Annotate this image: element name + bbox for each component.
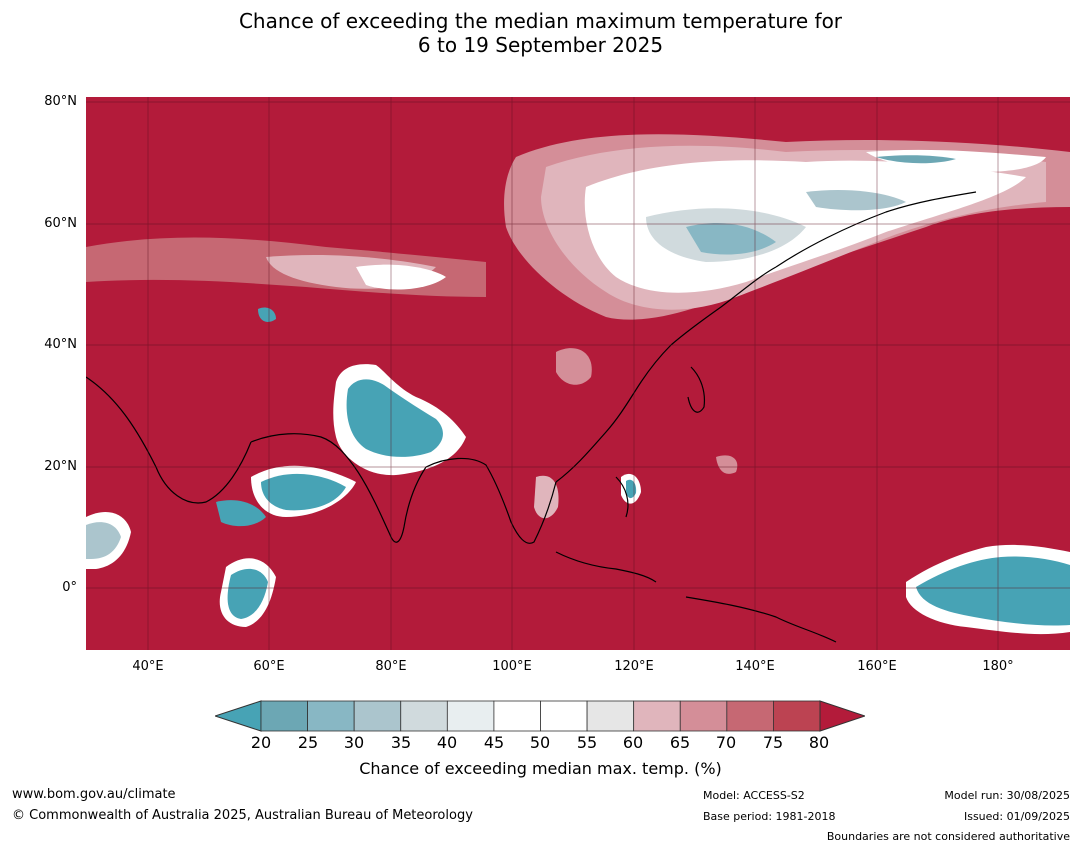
colorbar-cell — [726, 700, 774, 732]
colorbar-cell — [679, 700, 728, 732]
colorbar-low-extend — [215, 700, 262, 732]
colorbar-cell — [260, 700, 308, 732]
footer-issued: Issued: 01/09/2025 — [963, 810, 1070, 823]
lat-label-60n: 60°N — [44, 216, 77, 231]
siberia-region — [504, 134, 1070, 320]
lon-label-160e: 160°E — [857, 659, 897, 674]
footer-copyright: © Commonwealth of Australia 2025, Austra… — [12, 808, 473, 823]
colorbar-cells — [260, 700, 821, 732]
colorbar-tick: 60 — [622, 733, 644, 752]
lon-label-180: 180° — [982, 659, 1014, 674]
footer-disclaimer: Boundaries are not considered authoritat… — [826, 830, 1070, 843]
colorbar-cell — [400, 700, 448, 732]
footer-model: Model: ACCESS-S2 — [703, 789, 805, 802]
colorbar-label: Chance of exceeding median max. temp. (%… — [359, 759, 722, 778]
footer-base-period: Base period: 1981-2018 — [703, 810, 836, 823]
lat-label-40n: 40°N — [44, 337, 77, 352]
colorbar — [215, 700, 865, 732]
colorbar-cell — [307, 700, 355, 732]
colorbar-cell — [540, 700, 588, 732]
colorbar-tick: 20 — [250, 733, 272, 752]
colorbar-tick: 30 — [343, 733, 365, 752]
colorbar-tick: 65 — [669, 733, 691, 752]
chart-title-line1: Chance of exceeding the median maximum t… — [238, 9, 843, 33]
colorbar-cell — [446, 700, 495, 732]
pacific-region — [906, 544, 1070, 635]
colorbar-cell — [773, 700, 821, 732]
lon-label-80e: 80°E — [375, 659, 407, 674]
graticule — [86, 97, 1070, 650]
minor-features — [86, 348, 738, 569]
colorbar-cell — [353, 700, 402, 732]
lat-label-80n: 80°N — [44, 94, 77, 109]
lon-label-40e: 40°E — [132, 659, 164, 674]
lon-label-140e: 140°E — [735, 659, 775, 674]
colorbar-tick: 25 — [297, 733, 319, 752]
lon-label-120e: 120°E — [614, 659, 654, 674]
colorbar-cell — [586, 700, 635, 732]
colorbar-high-extend — [819, 700, 865, 732]
colorbar-tick: 50 — [529, 733, 551, 752]
colorbar-tick: 55 — [576, 733, 598, 752]
chart-title-line2: 6 to 19 September 2025 — [417, 33, 664, 57]
colorbar-tick: 40 — [436, 733, 458, 752]
lon-label-100e: 100°E — [492, 659, 532, 674]
forecast-map[interactable] — [86, 97, 1070, 650]
colorbar-tick: 35 — [390, 733, 412, 752]
footer-url[interactable]: www.bom.gov.au/climate — [12, 787, 176, 802]
lat-label-20n: 20°N — [44, 459, 77, 474]
central-asia-band — [86, 237, 486, 322]
colorbar-tick: 70 — [715, 733, 737, 752]
colorbar-tick: 45 — [483, 733, 505, 752]
colorbar-cell — [633, 700, 681, 732]
lon-label-60e: 60°E — [253, 659, 285, 674]
coastlines — [86, 191, 977, 643]
footer-model-run: Model run: 30/08/2025 — [944, 789, 1070, 802]
colorbar-tick: 80 — [808, 733, 830, 752]
south-asia-region — [216, 364, 466, 627]
colorbar-cell — [493, 700, 541, 732]
colorbar-tick: 75 — [762, 733, 784, 752]
lat-label-0: 0° — [62, 580, 77, 595]
